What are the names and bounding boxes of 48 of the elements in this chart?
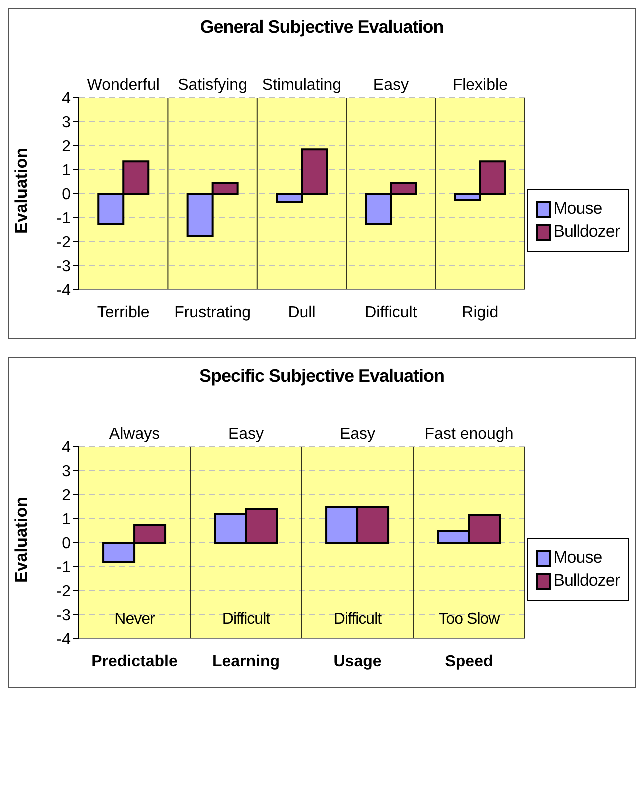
chart-title: Specific Subjective Evaluation — [198, 365, 446, 387]
y-tick-label: 0 — [62, 536, 72, 553]
x-tick-label: Dull — [288, 304, 316, 322]
text: Easy — [373, 77, 409, 94]
y-tick-label: -4 — [56, 632, 72, 649]
x-tick-label: Difficult — [365, 304, 418, 322]
legend-label: Bulldozer — [554, 571, 620, 591]
legend-label: Mouse — [554, 548, 602, 568]
x-tick-label: Usage — [334, 653, 382, 670]
y-axis-title: Evaluation — [12, 497, 32, 583]
y-tick-label: 3 — [62, 464, 72, 481]
y-tick-label: -3 — [56, 608, 72, 625]
annotation: Never — [114, 611, 156, 629]
text: Always — [109, 426, 160, 443]
x-tick-label: Predictable — [92, 653, 178, 670]
y-tick-label: 0 — [62, 186, 72, 204]
legend-label: Bulldozer — [554, 222, 620, 242]
y-axis-title: Evaluation — [12, 148, 32, 234]
x-tick-label: Speed — [445, 653, 494, 670]
y-tick-label: 2 — [62, 488, 72, 505]
y-tick-label: -2 — [56, 234, 72, 252]
text: Flexible — [452, 77, 508, 94]
y-tick-label: -3 — [56, 258, 72, 276]
annotation: Difficult — [332, 611, 383, 629]
annotation: Too Slow — [438, 611, 502, 629]
chart-title: General Subjective Evaluation — [199, 16, 445, 38]
y-tick-label: -4 — [56, 282, 72, 300]
legend-label: Mouse — [554, 199, 602, 219]
text: Stimulating — [262, 77, 342, 94]
x-tick-label: Rigid — [462, 304, 499, 322]
text: Easy — [340, 426, 376, 443]
y-tick-label: 4 — [62, 440, 72, 457]
text: Wonderful — [87, 77, 160, 94]
text: Fast enough — [424, 426, 514, 443]
annotation: Difficult — [221, 611, 272, 629]
text: Easy — [228, 426, 264, 443]
y-tick-label: 4 — [62, 90, 72, 108]
y-tick-label: 1 — [62, 162, 72, 180]
y-tick-label: -1 — [56, 560, 72, 577]
x-tick-label: Learning — [212, 653, 280, 670]
y-tick-label: 1 — [62, 512, 72, 529]
y-tick-label: 3 — [62, 114, 72, 132]
x-tick-label: Terrible — [97, 304, 150, 322]
x-tick-label: Frustrating — [174, 304, 252, 322]
y-tick-label: -2 — [56, 584, 72, 601]
y-tick-label: -1 — [56, 210, 72, 228]
y-tick-label: 2 — [62, 138, 72, 156]
text: Satisfying — [178, 77, 248, 94]
